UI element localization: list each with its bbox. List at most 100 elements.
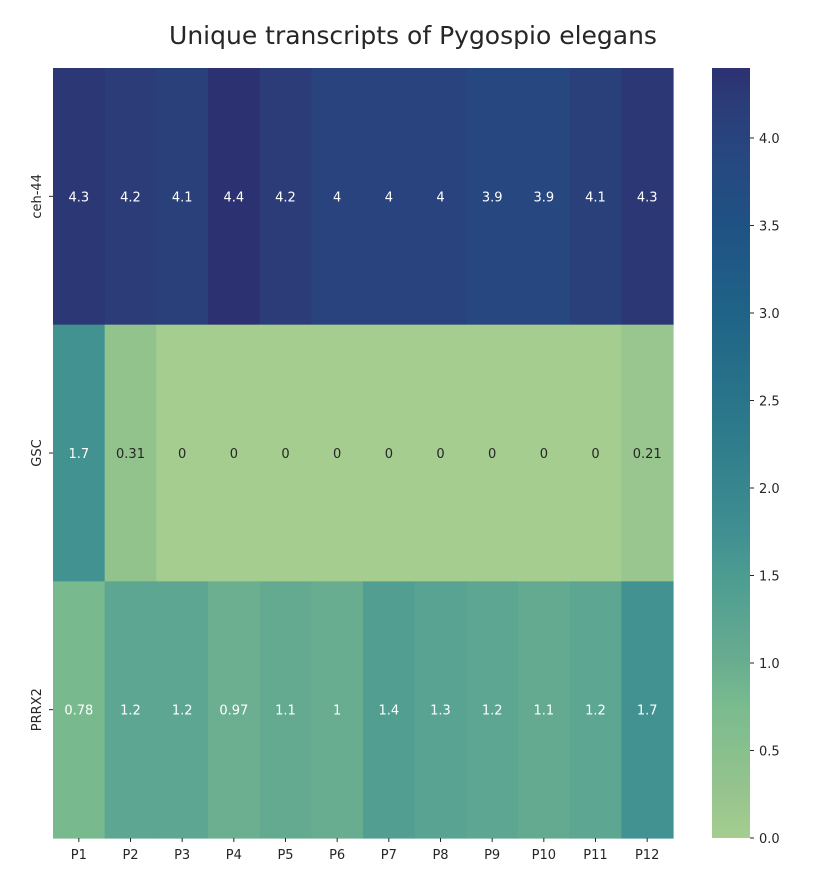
cell-value-label: 0.21 bbox=[633, 447, 662, 462]
heatmap-cell bbox=[104, 581, 157, 839]
colorbar-tick-label: 1.5 bbox=[759, 570, 780, 585]
heatmap-cell bbox=[104, 68, 157, 326]
heatmap-cell bbox=[311, 324, 364, 582]
cell-value-label: 1.2 bbox=[482, 704, 503, 719]
cell-value-label: 4.4 bbox=[223, 190, 244, 205]
heatmap-cell bbox=[518, 68, 571, 326]
y-axis: ceh-44 GSC PRRX2 bbox=[30, 174, 53, 731]
x-tick-label: P12 bbox=[635, 848, 659, 863]
cell-value-label: 4.3 bbox=[68, 190, 89, 205]
x-tick-label: P5 bbox=[277, 848, 293, 863]
x-tick-label: P7 bbox=[381, 848, 397, 863]
heatmap-cell bbox=[414, 581, 467, 839]
cell-value-label: 3.9 bbox=[533, 190, 554, 205]
colorbar-axis: 0.0 0.5 1.0 1.5 2.0 2.5 3.0 3.5 4.0 bbox=[750, 132, 780, 847]
chart-title: Unique transcripts of Pygospio elegans bbox=[169, 21, 657, 50]
heatmap-cell bbox=[621, 324, 674, 582]
cell-value-label: 4.1 bbox=[172, 190, 193, 205]
cell-value-label: 0 bbox=[333, 447, 341, 462]
heatmap-cell bbox=[569, 324, 622, 582]
y-tick-label: GSC bbox=[30, 439, 45, 466]
cell-value-label: 4.3 bbox=[637, 190, 658, 205]
heatmap-cell bbox=[363, 324, 416, 582]
cell-value-label: 0 bbox=[385, 447, 393, 462]
cell-value-label: 0 bbox=[436, 447, 444, 462]
cell-value-label: 0.97 bbox=[219, 704, 248, 719]
heatmap-cell bbox=[259, 324, 312, 582]
x-tick-label: P8 bbox=[432, 848, 448, 863]
cell-value-label: 4.2 bbox=[275, 190, 296, 205]
cell-value-label: 4 bbox=[385, 190, 393, 205]
x-tick-label: P11 bbox=[583, 848, 607, 863]
cell-value-label: 1.2 bbox=[172, 704, 193, 719]
heatmap-cell bbox=[53, 68, 106, 326]
cell-value-label: 4.2 bbox=[120, 190, 141, 205]
y-tick-label: PRRX2 bbox=[30, 688, 45, 731]
cell-value-label: 1.2 bbox=[585, 704, 606, 719]
cell-value-label: 0 bbox=[230, 447, 238, 462]
cell-value-label: 0.31 bbox=[116, 447, 145, 462]
heatmap-cell bbox=[208, 68, 261, 326]
heatmap-cells: 4.3 4.2 4.1 4.4 4.2 4 4 4 3.9 3.9 4.1 4.3 1.7 0.31 0 0 0… bbox=[53, 68, 674, 839]
heatmap-cell bbox=[518, 581, 571, 839]
cell-value-label: 0 bbox=[488, 447, 496, 462]
heatmap-cell bbox=[518, 324, 571, 582]
heatmap-cell bbox=[311, 68, 364, 326]
colorbar-tick-label: 3.5 bbox=[759, 220, 780, 235]
cell-value-label: 1.7 bbox=[68, 447, 89, 462]
colorbar bbox=[712, 68, 750, 838]
heatmap-cell bbox=[414, 324, 467, 582]
heatmap-cell bbox=[621, 68, 674, 326]
x-tick-label: P6 bbox=[329, 848, 345, 863]
x-tick-label: P10 bbox=[532, 848, 556, 863]
cell-value-label: 1 bbox=[333, 704, 341, 719]
heatmap-cell bbox=[569, 68, 622, 326]
colorbar-tick-label: 0.0 bbox=[759, 832, 780, 847]
cell-value-label: 0 bbox=[281, 447, 289, 462]
cell-value-label: 1.1 bbox=[533, 704, 554, 719]
colorbar-tick-label: 2.5 bbox=[759, 395, 780, 410]
heatmap-cell bbox=[156, 324, 209, 582]
cell-value-label: 4 bbox=[436, 190, 444, 205]
heatmap-cell bbox=[466, 68, 519, 326]
heatmap-cell bbox=[156, 581, 209, 839]
colorbar-tick-label: 4.0 bbox=[759, 132, 780, 147]
x-tick-label: P1 bbox=[71, 848, 87, 863]
cell-value-label: 0 bbox=[540, 447, 548, 462]
x-tick-label: P4 bbox=[226, 848, 242, 863]
heatmap-cell bbox=[414, 68, 467, 326]
colorbar-tick-label: 0.5 bbox=[759, 745, 780, 760]
heatmap-cell bbox=[363, 581, 416, 839]
cell-value-label: 1.1 bbox=[275, 704, 296, 719]
cell-value-label: 1.7 bbox=[637, 704, 658, 719]
cell-value-label: 0.78 bbox=[64, 704, 93, 719]
heatmap-cell bbox=[208, 581, 261, 839]
cell-value-label: 0 bbox=[178, 447, 186, 462]
heatmap-cell bbox=[53, 581, 106, 839]
colorbar-tick-label: 1.0 bbox=[759, 657, 780, 672]
cell-value-label: 4 bbox=[333, 190, 341, 205]
cell-value-label: 1.3 bbox=[430, 704, 451, 719]
heatmap-cell bbox=[259, 581, 312, 839]
cell-value-label: 3.9 bbox=[482, 190, 503, 205]
cell-value-label: 1.2 bbox=[120, 704, 141, 719]
heatmap-cell bbox=[53, 324, 106, 582]
cell-value-label: 1.4 bbox=[378, 704, 399, 719]
x-tick-label: P2 bbox=[122, 848, 138, 863]
heatmap-cell bbox=[259, 68, 312, 326]
x-tick-label: P3 bbox=[174, 848, 190, 863]
x-axis: P1 P2 P3 P4 P5 P6 P7 P8 P9 P10 P11 P12 bbox=[71, 838, 659, 863]
cell-value-label: 4.1 bbox=[585, 190, 606, 205]
heatmap-cell bbox=[104, 324, 157, 582]
heatmap-cell bbox=[466, 324, 519, 582]
cell-value-label: 0 bbox=[591, 447, 599, 462]
colorbar-tick-label: 2.0 bbox=[759, 482, 780, 497]
x-tick-label: P9 bbox=[484, 848, 500, 863]
heatmap-cell bbox=[569, 581, 622, 839]
heatmap-cell bbox=[363, 68, 416, 326]
heatmap-cell bbox=[466, 581, 519, 839]
colorbar-tick-label: 3.0 bbox=[759, 307, 780, 322]
heatmap-cell bbox=[621, 581, 674, 839]
heatmap-cell bbox=[311, 581, 364, 839]
